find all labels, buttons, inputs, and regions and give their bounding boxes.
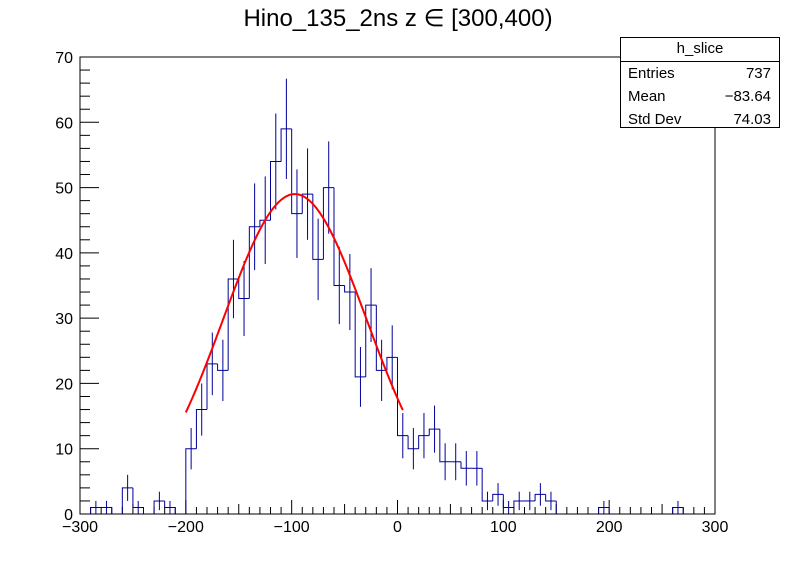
histogram-bin bbox=[460, 461, 472, 469]
gaussian-fit-line bbox=[184, 193, 404, 413]
y-tick-label: 50 bbox=[55, 181, 73, 198]
histogram-bin bbox=[270, 160, 282, 221]
histogram-bin bbox=[259, 219, 271, 227]
histogram-bin bbox=[280, 128, 292, 162]
y-tick-label: 70 bbox=[55, 50, 73, 67]
histogram-bin bbox=[492, 493, 504, 501]
histogram-bin bbox=[386, 356, 398, 371]
histogram-bin bbox=[90, 506, 102, 514]
histogram-bin bbox=[365, 304, 377, 377]
histogram-bin bbox=[322, 187, 334, 260]
histogram-bin bbox=[238, 278, 250, 300]
y-tick-label: 60 bbox=[55, 115, 73, 132]
histogram-bin bbox=[418, 435, 430, 449]
tick-labels: −300 −200 −100 0 100 200 300 0 10 20 30 40 50 60 70 bbox=[55, 50, 728, 536]
histogram-bin bbox=[333, 187, 345, 286]
x-tick-label: −100 bbox=[274, 519, 310, 536]
histogram-bin bbox=[481, 468, 493, 502]
stats-stddev-label: Std Dev bbox=[628, 111, 682, 128]
histogram-bin bbox=[344, 285, 356, 293]
stats-box-title: h_slice bbox=[621, 38, 779, 62]
histogram-bin bbox=[291, 128, 303, 215]
histogram-bin bbox=[682, 507, 694, 515]
error-bars bbox=[95, 78, 679, 514]
stats-mean-value: −83.64 bbox=[724, 88, 771, 105]
y-tick-label: 30 bbox=[55, 311, 73, 328]
histogram-bin bbox=[164, 500, 176, 508]
y-tick-label: 40 bbox=[55, 246, 73, 263]
histogram-bin bbox=[354, 292, 366, 378]
x-tick-label: −300 bbox=[62, 519, 98, 536]
histogram-bin bbox=[185, 448, 197, 514]
histogram-bin bbox=[132, 487, 144, 508]
stats-mean-label: Mean bbox=[628, 88, 666, 105]
histogram-bin bbox=[439, 429, 451, 463]
histogram-bin bbox=[312, 194, 324, 260]
plot-frame bbox=[79, 56, 716, 515]
histogram-bin bbox=[545, 494, 557, 502]
x-tick-label: 0 bbox=[393, 519, 402, 536]
histogram-bin bbox=[195, 409, 207, 449]
histogram-bin bbox=[143, 507, 155, 515]
x-tick-label: 100 bbox=[490, 519, 517, 536]
fit-series bbox=[184, 193, 404, 413]
stats-entries-label: Entries bbox=[628, 65, 675, 82]
y-tick-label: 10 bbox=[55, 442, 73, 459]
histogram-bin bbox=[407, 435, 419, 450]
histogram-bin bbox=[502, 494, 514, 508]
histogram-bin bbox=[513, 500, 525, 508]
histogram-bin bbox=[174, 507, 186, 515]
stats-row-mean: Mean −83.64 bbox=[621, 85, 779, 108]
histogram-bin bbox=[121, 487, 133, 514]
x-tick-label: 300 bbox=[702, 519, 729, 536]
histogram-bin bbox=[375, 305, 387, 371]
histogram-bin bbox=[598, 506, 610, 514]
chart-title: Hino_135_2ns z ∈ [300,400) bbox=[243, 5, 553, 32]
histogram-bin bbox=[397, 357, 409, 437]
stats-entries-value: 737 bbox=[745, 65, 771, 82]
stats-row-stddev: Std Dev 74.03 bbox=[621, 108, 779, 131]
histogram-bin bbox=[227, 278, 239, 371]
x-tick-label: 200 bbox=[596, 519, 623, 536]
histogram-bin bbox=[301, 193, 313, 214]
histogram-bin bbox=[248, 226, 260, 299]
histogram-bin bbox=[153, 500, 165, 514]
histogram-bin bbox=[217, 363, 229, 371]
y-tick-label: 0 bbox=[64, 507, 73, 524]
histogram-bin bbox=[608, 507, 620, 515]
histogram-bin bbox=[672, 506, 684, 514]
histogram-bin bbox=[111, 507, 123, 515]
stats-box: h_slice Entries 737 Mean −83.64 Std Dev … bbox=[620, 37, 780, 128]
histogram-bin bbox=[555, 500, 567, 515]
histogram-bin bbox=[428, 428, 440, 436]
stats-stddev-value: 74.03 bbox=[733, 111, 771, 128]
stats-row-entries: Entries 737 bbox=[621, 62, 779, 85]
histogram-bin bbox=[534, 493, 546, 501]
y-tick-label: 20 bbox=[55, 376, 73, 393]
x-tick-label: −200 bbox=[168, 519, 204, 536]
